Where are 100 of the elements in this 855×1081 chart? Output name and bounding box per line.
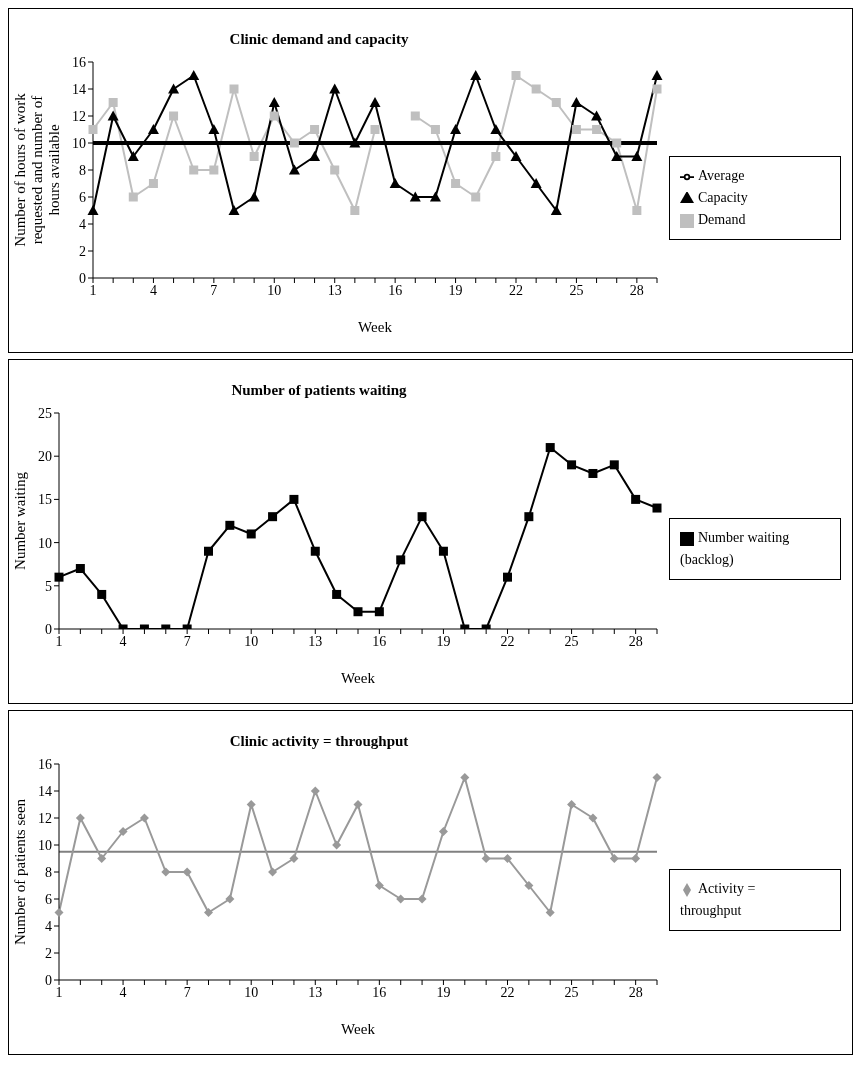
- x-tick-label: 28: [629, 282, 644, 298]
- point: [269, 111, 279, 121]
- point: [632, 206, 642, 215]
- x-tick-label: 22: [509, 282, 523, 298]
- point: [310, 125, 320, 134]
- point: [75, 564, 85, 574]
- x-tick-label: 16: [388, 282, 403, 298]
- point: [97, 589, 107, 599]
- point: [609, 460, 619, 470]
- point: [524, 512, 534, 522]
- x-tick-label: 7: [183, 633, 191, 649]
- point: [289, 138, 299, 148]
- point: [471, 192, 481, 202]
- point: [108, 98, 118, 107]
- point: [417, 512, 427, 522]
- point: [470, 70, 482, 80]
- point: [54, 908, 64, 917]
- x-tick-label: 25: [564, 984, 579, 1000]
- x-tick-label: 10: [267, 282, 282, 298]
- point: [225, 520, 235, 530]
- point: [350, 206, 360, 215]
- point: [545, 443, 555, 453]
- x-tick-label: 10: [244, 633, 259, 649]
- x-axis-title: Week: [341, 1021, 376, 1037]
- point: [188, 70, 200, 80]
- point: [570, 97, 582, 107]
- point: [349, 137, 361, 148]
- point: [118, 827, 128, 836]
- x-tick-label: 22: [500, 984, 515, 1000]
- chart-title: Clinic activity = throughput: [228, 733, 410, 750]
- x-tick-label: 16: [372, 633, 387, 649]
- point: [631, 494, 641, 504]
- y-tick-label: 2: [79, 243, 86, 259]
- y-tick-label: 0: [45, 621, 52, 637]
- x-tick-label: 16: [372, 984, 387, 1000]
- point: [545, 908, 555, 917]
- x-tick-label: 10: [244, 984, 259, 1000]
- point: [353, 800, 363, 809]
- x-tick-label: 28: [628, 984, 643, 1000]
- point: [481, 854, 491, 863]
- point: [530, 178, 542, 188]
- y-tick-label: 0: [45, 972, 52, 988]
- x-tick-label: 7: [183, 984, 191, 1000]
- point: [229, 84, 239, 94]
- chart-title: Clinic demand and capacity: [228, 31, 410, 48]
- point: [588, 468, 598, 478]
- point: [75, 813, 85, 823]
- point: [450, 124, 462, 134]
- point: [503, 572, 512, 582]
- y-tick-label: 12: [38, 810, 52, 826]
- point: [88, 125, 98, 134]
- point: [510, 151, 522, 161]
- x-tick-label: 25: [564, 633, 579, 649]
- point: [309, 151, 321, 161]
- point: [631, 151, 643, 161]
- point: [249, 152, 259, 161]
- point: [389, 178, 401, 188]
- legend-label: Demand: [698, 212, 746, 227]
- point: [208, 124, 220, 134]
- point: [209, 165, 219, 175]
- legend-label: Capacity: [698, 190, 748, 205]
- x-tick-label: 4: [119, 984, 127, 1000]
- point: [97, 854, 107, 863]
- y-tick-label: 12: [72, 108, 86, 124]
- point: [87, 205, 99, 215]
- point: [289, 854, 299, 863]
- point: [330, 165, 340, 175]
- point: [182, 867, 192, 877]
- point: [438, 827, 448, 836]
- y-tick-label: 8: [45, 864, 52, 880]
- point: [54, 572, 64, 582]
- y-axis-title: Number waiting: [12, 471, 28, 570]
- x-tick-label: 4: [149, 282, 157, 298]
- x-axis-title: Week: [341, 670, 376, 686]
- point: [571, 125, 581, 134]
- point: [148, 179, 158, 188]
- point: [651, 70, 663, 80]
- x-tick-label: 13: [308, 633, 323, 649]
- point: [588, 813, 598, 823]
- x-tick-label: 13: [308, 984, 323, 1000]
- point: [567, 800, 577, 809]
- point: [374, 607, 384, 617]
- x-tick-label: 19: [436, 984, 451, 1000]
- point: [460, 773, 470, 782]
- point: [451, 179, 461, 188]
- point: [228, 205, 240, 215]
- point: [417, 894, 427, 904]
- x-tick-label: 22: [500, 633, 515, 649]
- legend-label: Activity = throughput: [680, 881, 756, 918]
- chart-title: Number of patients waiting: [230, 382, 408, 399]
- point: [652, 773, 662, 782]
- point: [396, 555, 406, 565]
- y-tick-label: 10: [38, 535, 52, 551]
- point: [268, 97, 280, 107]
- x-tick-label: 13: [327, 282, 342, 298]
- point: [329, 83, 341, 94]
- point: [268, 512, 278, 522]
- x-tick-label: 19: [448, 282, 463, 298]
- point: [410, 111, 420, 121]
- point: [429, 191, 441, 202]
